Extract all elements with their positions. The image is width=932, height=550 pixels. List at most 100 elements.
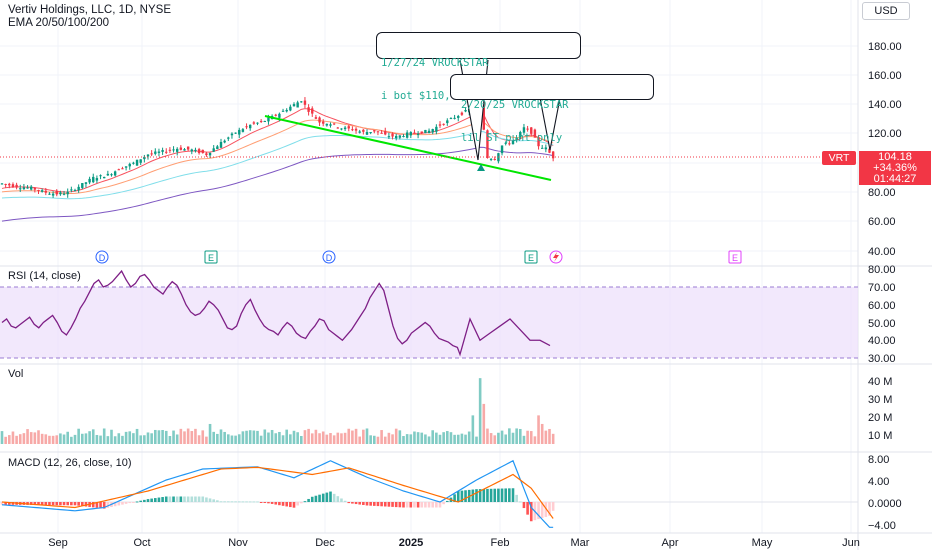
last-price-change: +34.36% <box>873 162 917 174</box>
volume-bar <box>245 430 248 444</box>
volume-bar <box>212 431 215 444</box>
candle-body <box>8 183 11 186</box>
volume-bar <box>186 428 190 444</box>
candle-body <box>139 159 142 163</box>
macd-histogram-bar <box>453 494 456 502</box>
volume-bar <box>475 436 478 444</box>
candle-body <box>252 122 256 124</box>
macd-tick-label: −4.00 <box>868 520 896 532</box>
rsi-tick-label: 70.00 <box>868 282 896 294</box>
macd-histogram-bar <box>164 496 168 502</box>
candle-body <box>522 127 526 133</box>
macd-histogram-bar <box>500 488 504 502</box>
annotation-note-2[interactable]: 2/20/25 VROCKSTAR lil ST punt only <box>450 74 654 144</box>
macd-histogram-bar <box>121 502 124 505</box>
candle-body <box>172 149 175 151</box>
candle-body <box>249 124 252 129</box>
last-price-label: 104.18 +34.36% 01:44:27 <box>859 151 931 185</box>
macd-histogram-bar <box>190 496 194 502</box>
volume-bar <box>442 432 445 444</box>
candle-body <box>289 106 292 111</box>
volume-bar <box>310 433 314 444</box>
volume-bar <box>471 415 475 444</box>
volume-bar <box>427 436 431 444</box>
macd-histogram-bar <box>537 502 540 520</box>
volume-bar <box>449 432 453 444</box>
candle-body <box>369 132 372 134</box>
candle-body <box>307 107 310 112</box>
volume-bar <box>420 432 424 444</box>
candle-body <box>314 117 318 119</box>
macd-histogram-bar <box>70 502 73 506</box>
macd-histogram-bar <box>77 502 80 506</box>
macd-histogram-bar <box>551 502 555 511</box>
volume-bar <box>259 435 263 444</box>
macd-histogram-bar <box>376 502 380 507</box>
candle-body <box>201 149 204 154</box>
macd-histogram-bar <box>405 502 409 508</box>
volume-bar <box>438 434 442 444</box>
candle-body <box>343 127 347 130</box>
macd-histogram-bar <box>33 502 37 505</box>
macd-histogram-bar <box>4 502 7 505</box>
candlestick-series <box>0 97 555 198</box>
volume-bar <box>183 431 186 444</box>
macd-histogram-bar <box>285 502 288 507</box>
volume-bar <box>18 434 22 444</box>
ticker-tag: VRT <box>822 151 856 165</box>
annotation-pointer-2 <box>539 97 561 151</box>
candle-body <box>230 133 234 136</box>
volume-bar <box>354 428 358 444</box>
rsi-line <box>1 269 551 357</box>
macd-histogram-bar <box>128 502 132 504</box>
volume-bar <box>548 428 551 444</box>
candle-body <box>168 149 172 151</box>
candle-body <box>398 135 402 138</box>
candle-body <box>435 126 438 132</box>
candle-body <box>413 132 416 134</box>
event-marker-e[interactable]: E <box>204 250 218 264</box>
macd-histogram-bar <box>99 502 102 509</box>
macd-histogram-bar <box>358 502 361 505</box>
volume-bar <box>132 433 135 444</box>
candle-body <box>194 149 197 152</box>
ema-20-line <box>1 108 554 193</box>
event-marker-e[interactable]: E <box>524 250 538 264</box>
volume-bar <box>343 432 347 444</box>
macd-histogram-bar <box>497 488 500 502</box>
currency-button[interactable]: USD <box>862 2 910 20</box>
event-marker-d[interactable]: D <box>322 250 336 264</box>
volume-bar <box>482 403 486 444</box>
macd-histogram-bar <box>387 502 391 507</box>
candle-body <box>95 178 99 181</box>
volume-bar <box>117 433 121 444</box>
candle-body <box>274 114 277 116</box>
candle-body <box>285 109 288 112</box>
volume-bar <box>161 430 164 444</box>
volume-bar <box>551 433 555 444</box>
candle-body <box>329 124 332 126</box>
macd-histogram-bar <box>343 500 347 502</box>
candle-body <box>296 102 299 108</box>
candle-body <box>405 132 409 138</box>
volume-bar <box>66 431 69 444</box>
volume-bar <box>281 435 285 444</box>
volume-bar <box>227 434 230 444</box>
price-tick-label: 160.00 <box>868 70 902 82</box>
volume-bar <box>464 434 467 444</box>
dividend-bolt-icon[interactable] <box>549 250 563 264</box>
event-marker-e[interactable]: E <box>728 250 742 264</box>
macd-histogram-bar <box>362 502 365 506</box>
candle-body <box>165 151 168 153</box>
candle-body <box>103 176 106 179</box>
event-marker-d[interactable]: D <box>95 250 109 264</box>
volume-bar <box>405 434 409 444</box>
macd-histogram-bar <box>318 494 321 502</box>
macd-histogram-bar <box>369 502 372 506</box>
macd-histogram-bar <box>438 502 442 508</box>
macd-histogram-bar <box>402 502 405 508</box>
annotation-note-1[interactable]: 1/27/24 VROCKSTAR i bot $110, trade <box>376 32 581 102</box>
trendline[interactable] <box>264 115 552 181</box>
